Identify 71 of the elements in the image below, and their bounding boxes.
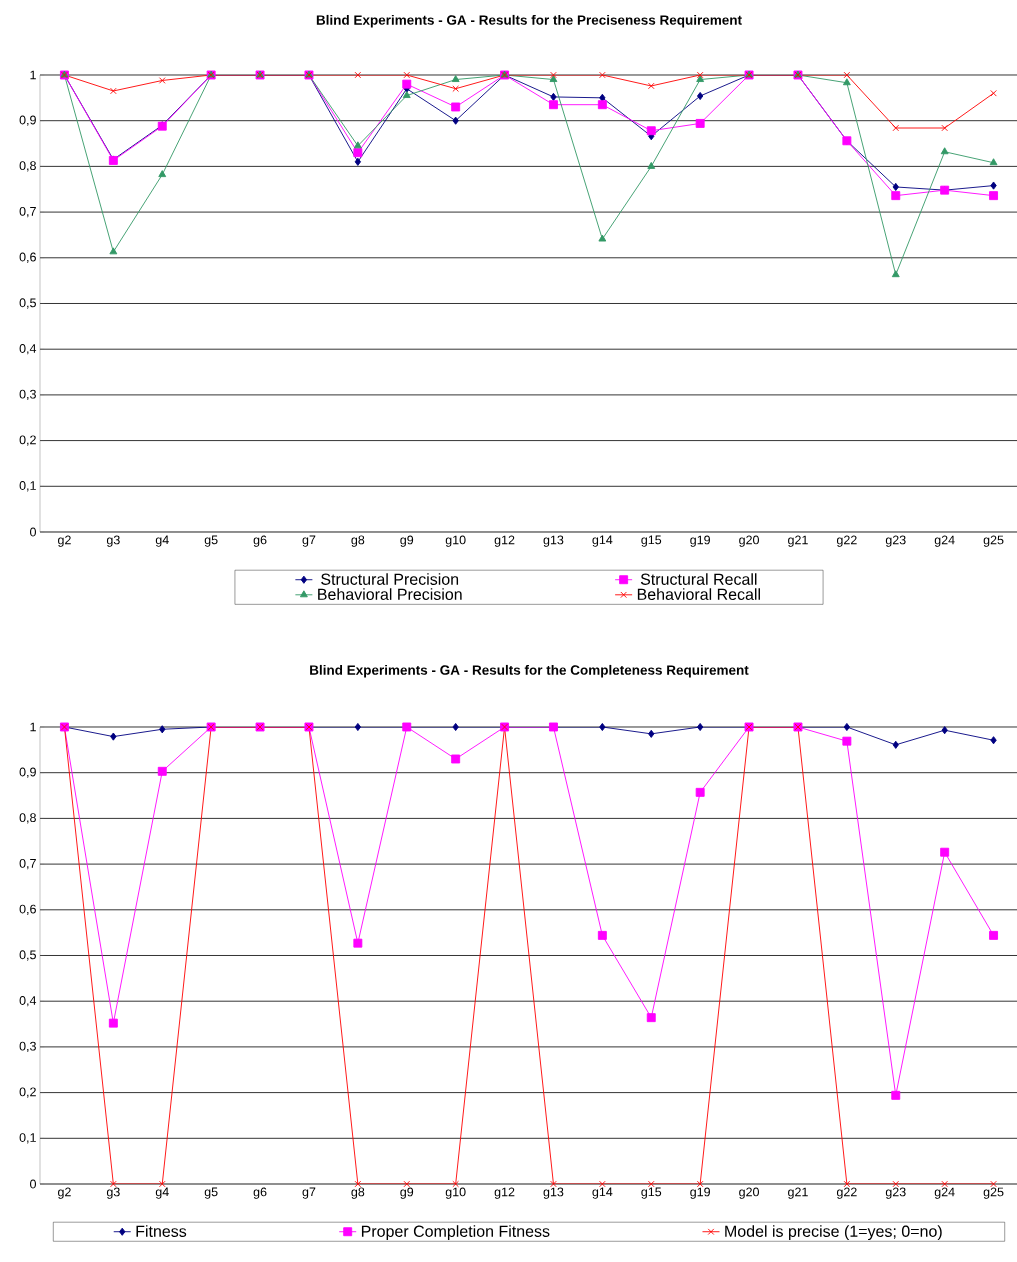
x-tick-label: g25: [983, 535, 1004, 547]
chart-title: Blind Experiments - GA - Results for the Completeness Requirement: [310, 664, 749, 678]
y-tick-label: 0,9: [19, 767, 36, 778]
x-tick-label: g14: [592, 535, 613, 547]
x-tick-label: g9: [400, 535, 414, 547]
x-tick-label: g8: [351, 1187, 365, 1199]
x-tick-label: g9: [400, 1187, 414, 1199]
y-tick-label: 0,1: [19, 1133, 36, 1144]
x-tick-label: g6: [253, 535, 267, 547]
y-tick-label: 0,6: [19, 252, 36, 263]
x-tick-label: g2: [58, 1187, 71, 1199]
y-tick-label: 0,4: [19, 996, 37, 1007]
x-tick-label: g2: [58, 535, 71, 547]
x-tick-label: g4: [155, 535, 169, 547]
x-tick-label: g24: [934, 1187, 955, 1199]
y-tick-label: 0,4: [19, 344, 37, 355]
y-tick-label: 0: [30, 1179, 36, 1189]
y-tick-label: 0,5: [19, 950, 36, 961]
legend-label: Structural Recall: [640, 573, 757, 585]
x-tick-label: g4: [155, 1187, 169, 1199]
y-tick-label: 0,7: [19, 206, 36, 218]
x-tick-label: g3: [106, 535, 120, 547]
x-tick-label: g23: [885, 1187, 906, 1199]
legend-label: Model is precise (1=yes; 0=no): [725, 1225, 942, 1241]
x-tick-label: g21: [788, 535, 808, 547]
x-tick-label: g7: [302, 535, 316, 547]
x-tick-label: g25: [983, 1187, 1004, 1199]
x-tick-label: g3: [106, 1187, 120, 1199]
x-tick-label: g5: [204, 1187, 218, 1199]
legend-label: Behavioral Recall: [637, 588, 760, 601]
x-tick-label: g10: [445, 1187, 466, 1199]
x-tick-label: g12: [494, 1187, 515, 1199]
x-tick-label: g19: [690, 1187, 710, 1199]
x-tick-label: g23: [885, 535, 906, 547]
x-tick-label: g22: [836, 1187, 857, 1199]
x-tick-label: g10: [445, 535, 466, 547]
x-tick-label: g19: [690, 535, 710, 547]
y-tick-label: 1: [30, 722, 36, 732]
legend-label: Behavioral Precision: [318, 588, 462, 601]
y-tick-label: 0,3: [19, 1041, 36, 1053]
y-tick-label: 0,1: [19, 481, 36, 492]
y-tick-label: 0,2: [19, 435, 36, 446]
y-tick-label: 0,6: [19, 904, 36, 915]
x-tick-label: g15: [641, 1187, 662, 1199]
x-tick-label: g24: [934, 535, 955, 547]
x-tick-label: g20: [739, 535, 759, 547]
x-tick-label: g22: [836, 535, 857, 547]
x-tick-label: g12: [494, 535, 515, 547]
y-tick-label: 0,8: [19, 161, 36, 172]
x-tick-label: g13: [543, 535, 564, 547]
x-tick-label: g7: [302, 1187, 316, 1199]
x-tick-label: g6: [253, 1187, 267, 1199]
legend-label: Structural Precision: [321, 573, 459, 585]
y-tick-label: 0,5: [19, 298, 36, 309]
y-tick-label: 0,2: [19, 1087, 36, 1098]
y-tick-label: 0: [30, 527, 36, 537]
y-tick-label: 0,3: [19, 389, 36, 401]
x-tick-label: g13: [543, 1187, 564, 1199]
chart-title: Blind Experiments - GA - Results for the Preciseness Requirement: [316, 14, 742, 28]
x-tick-label: g20: [739, 1187, 759, 1199]
y-tick-label: 0,8: [19, 813, 36, 824]
x-tick-label: g8: [351, 535, 365, 547]
x-tick-label: g15: [641, 535, 662, 547]
x-tick-label: g21: [788, 1187, 808, 1199]
legend-label: Proper Completion Fitness: [361, 1225, 550, 1241]
legend-label: Fitness: [136, 1225, 187, 1237]
y-tick-label: 0,9: [19, 115, 36, 126]
y-tick-label: 1: [30, 70, 36, 80]
y-tick-label: 0,7: [19, 858, 36, 870]
x-tick-label: g14: [592, 1187, 613, 1199]
x-tick-label: g5: [204, 535, 218, 547]
